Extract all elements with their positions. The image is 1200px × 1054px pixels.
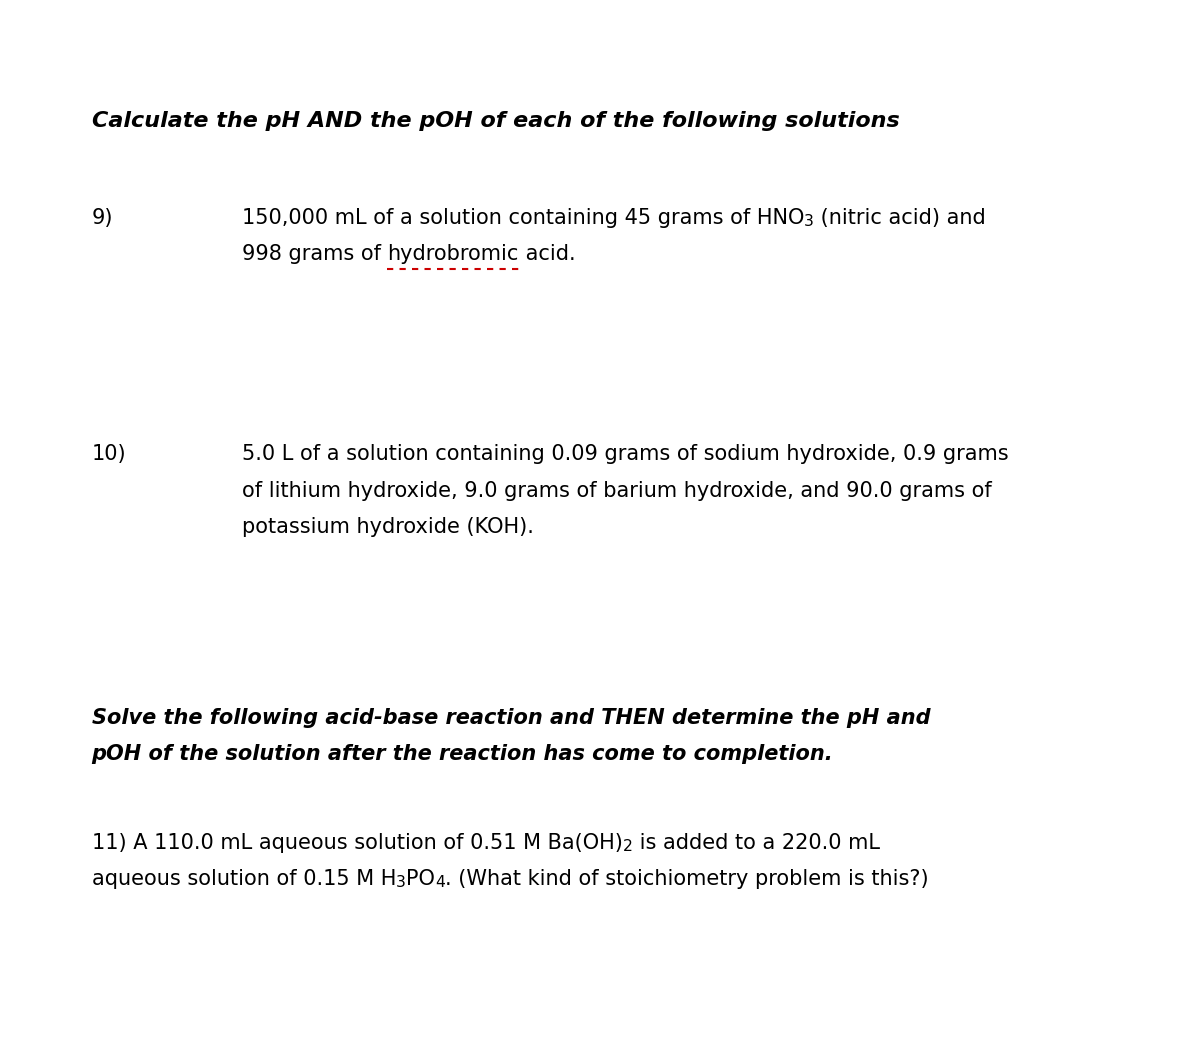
Text: of lithium hydroxide, 9.0 grams of barium hydroxide, and 90.0 grams of: of lithium hydroxide, 9.0 grams of bariu… (241, 481, 991, 501)
Text: 3: 3 (804, 214, 814, 229)
Text: 9): 9) (91, 209, 113, 229)
Text: 11) A 110.0 mL aqueous solution of 0.51 M Ba(OH): 11) A 110.0 mL aqueous solution of 0.51 … (91, 834, 623, 854)
Text: 10): 10) (91, 445, 126, 465)
Text: hydrobromic: hydrobromic (388, 245, 518, 265)
Text: potassium hydroxide (KOH).: potassium hydroxide (KOH). (241, 516, 534, 536)
Text: Calculate the pH AND the pOH of each of the following solutions: Calculate the pH AND the pOH of each of … (91, 111, 900, 131)
Text: 3: 3 (396, 875, 406, 890)
Text: . (What kind of stoichiometry problem is this?): . (What kind of stoichiometry problem is… (445, 870, 929, 890)
Text: 2: 2 (623, 839, 632, 854)
Text: 5.0 L of a solution containing 0.09 grams of sodium hydroxide, 0.9 grams: 5.0 L of a solution containing 0.09 gram… (241, 445, 1008, 465)
Text: (nitric acid) and: (nitric acid) and (814, 209, 985, 229)
Text: 150,000 mL of a solution containing 45 grams of HNO: 150,000 mL of a solution containing 45 g… (241, 209, 804, 229)
Text: 4: 4 (434, 875, 445, 890)
Text: is added to a 220.0 mL: is added to a 220.0 mL (632, 834, 880, 854)
Text: 998 grams of: 998 grams of (241, 245, 388, 265)
Text: Solve the following acid-base reaction and THEN determine the pH and: Solve the following acid-base reaction a… (91, 708, 930, 728)
Text: PO: PO (406, 870, 434, 890)
Text: pOH of the solution after the reaction has come to completion.: pOH of the solution after the reaction h… (91, 744, 833, 764)
Text: aqueous solution of 0.15 M H: aqueous solution of 0.15 M H (91, 870, 396, 890)
Text: acid.: acid. (518, 245, 575, 265)
